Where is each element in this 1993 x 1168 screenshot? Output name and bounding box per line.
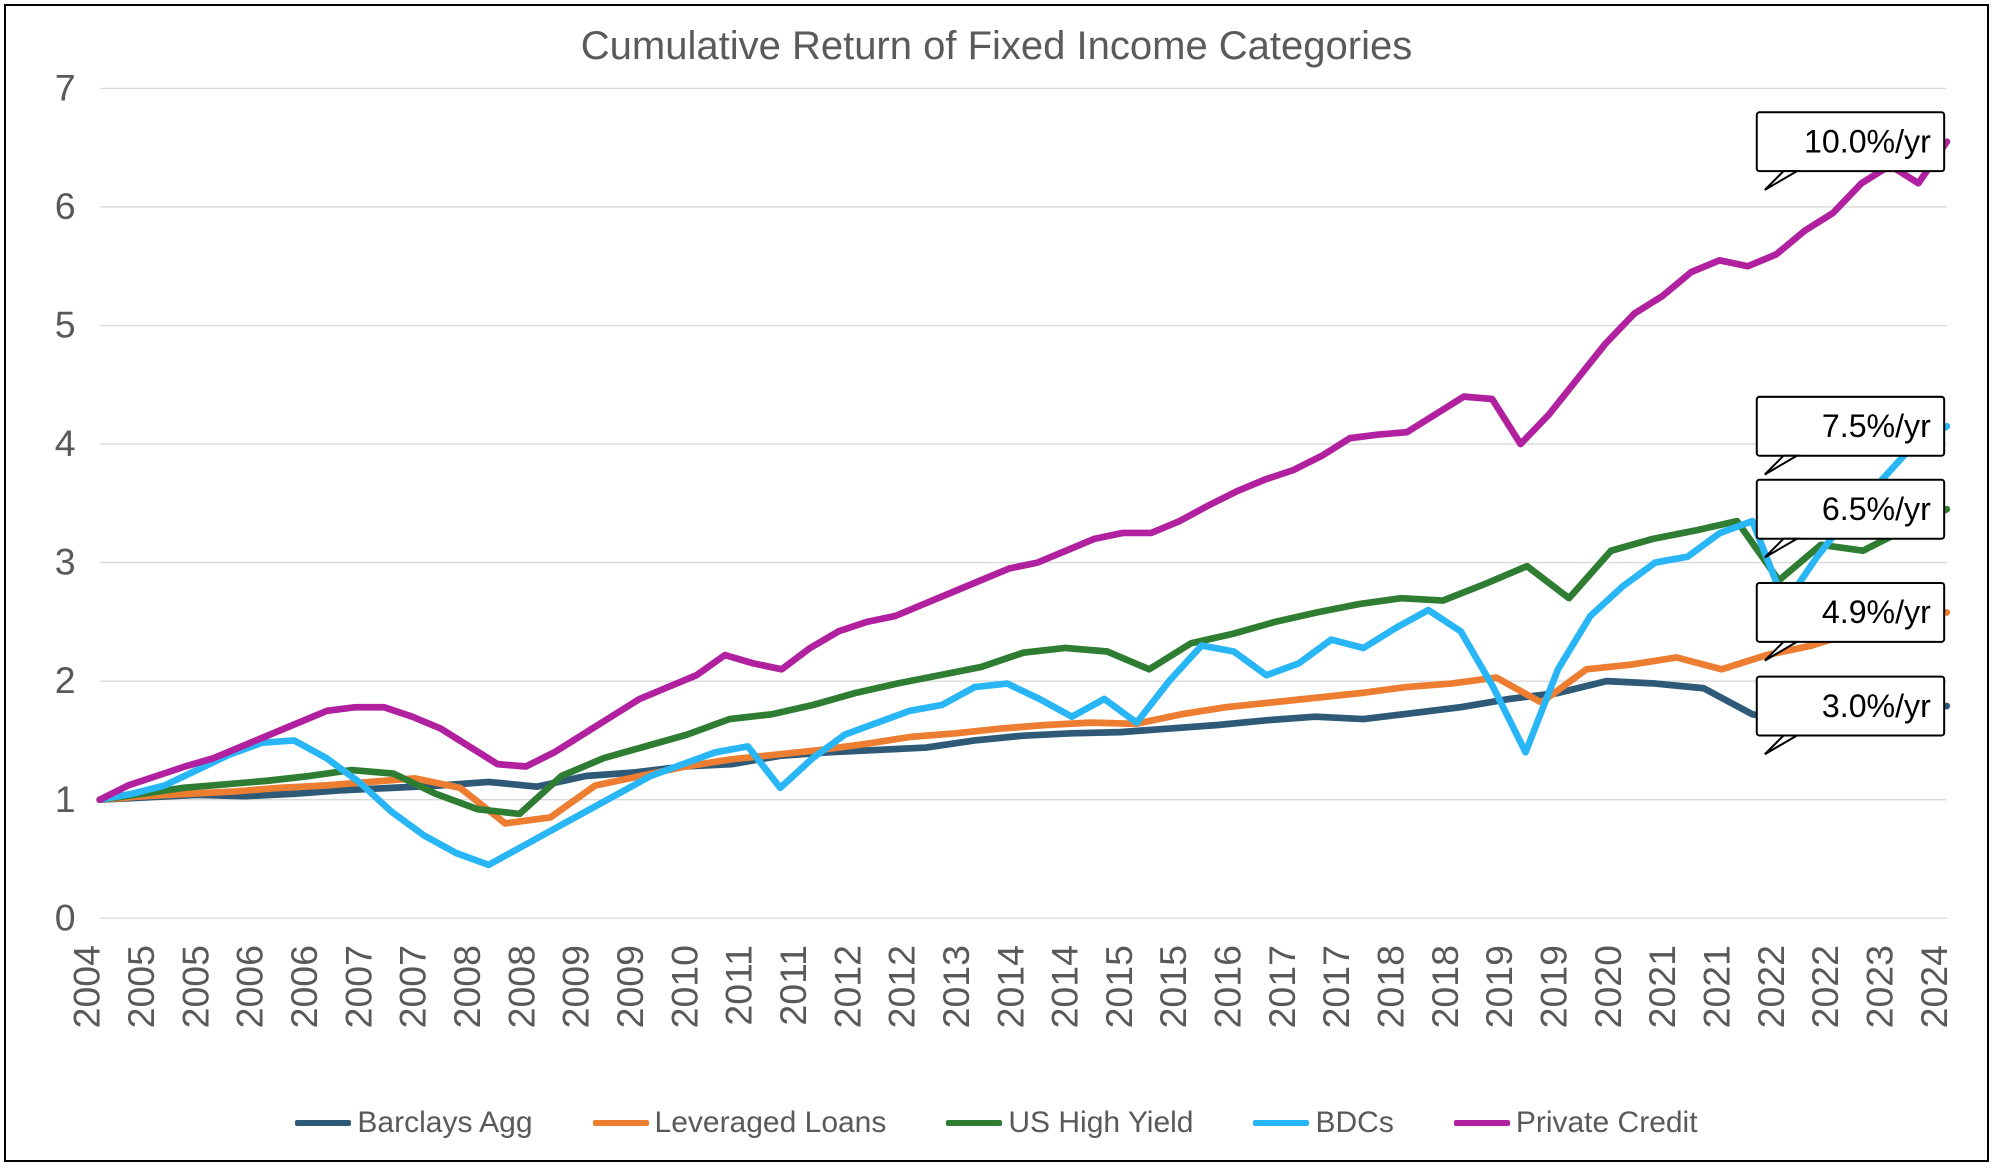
svg-text:2008: 2008: [446, 945, 488, 1028]
svg-text:10.0%/yr: 10.0%/yr: [1804, 123, 1931, 159]
legend-label: US High Yield: [1008, 1106, 1193, 1140]
svg-text:2018: 2018: [1424, 945, 1466, 1028]
svg-text:2022: 2022: [1750, 945, 1792, 1028]
callout: 4.9%/yr: [1757, 583, 1944, 661]
svg-text:3.0%/yr: 3.0%/yr: [1822, 688, 1931, 724]
legend-swatch: [593, 1120, 649, 1126]
legend-swatch: [946, 1120, 1002, 1126]
legend-label: Barclays Agg: [357, 1106, 532, 1140]
svg-text:6.5%/yr: 6.5%/yr: [1822, 491, 1931, 527]
svg-text:3: 3: [55, 541, 76, 583]
svg-text:2007: 2007: [392, 945, 434, 1028]
legend-item: BDCs: [1253, 1106, 1393, 1140]
legend-item: US High Yield: [946, 1106, 1193, 1140]
svg-text:2016: 2016: [1207, 945, 1249, 1028]
legend-label: BDCs: [1315, 1106, 1393, 1140]
svg-text:2009: 2009: [609, 945, 651, 1028]
svg-text:4: 4: [55, 422, 76, 464]
svg-text:2005: 2005: [120, 945, 162, 1028]
svg-text:1: 1: [55, 778, 76, 820]
svg-text:0: 0: [55, 896, 76, 938]
line-chart-svg: 0 1 2 3 4 5 6 7 2004 2005 2005 2006 2006 2007 2007 2008…: [6, 75, 1987, 1092]
svg-text:2009: 2009: [555, 945, 597, 1028]
svg-text:2010: 2010: [663, 945, 705, 1028]
svg-text:2023: 2023: [1859, 945, 1901, 1028]
svg-text:2024: 2024: [1913, 945, 1955, 1028]
svg-text:2021: 2021: [1696, 945, 1738, 1028]
svg-text:2: 2: [55, 659, 76, 701]
legend-swatch: [1454, 1120, 1510, 1126]
svg-text:2019: 2019: [1478, 945, 1520, 1028]
callout: 7.5%/yr: [1757, 397, 1944, 475]
callout: 3.0%/yr: [1757, 677, 1944, 755]
svg-text:2004: 2004: [66, 945, 108, 1028]
svg-text:2015: 2015: [1098, 945, 1140, 1028]
svg-text:2018: 2018: [1370, 945, 1412, 1028]
svg-text:2011: 2011: [772, 945, 814, 1026]
svg-text:2020: 2020: [1587, 945, 1629, 1028]
legend-label: Private Credit: [1516, 1106, 1698, 1140]
legend-swatch: [295, 1120, 351, 1126]
legend-item: Leveraged Loans: [593, 1106, 887, 1140]
svg-text:2012: 2012: [881, 945, 923, 1028]
svg-text:2014: 2014: [1044, 945, 1086, 1028]
svg-text:2006: 2006: [283, 945, 325, 1028]
legend-item: Barclays Agg: [295, 1106, 532, 1140]
svg-text:2013: 2013: [935, 945, 977, 1028]
svg-text:2014: 2014: [989, 945, 1031, 1028]
svg-text:2017: 2017: [1261, 945, 1303, 1028]
svg-text:2005: 2005: [174, 945, 216, 1028]
svg-text:2008: 2008: [500, 945, 542, 1028]
series-private-credit: [100, 142, 1947, 800]
svg-text:2011: 2011: [718, 945, 760, 1026]
svg-text:2012: 2012: [826, 945, 868, 1028]
svg-text:7.5%/yr: 7.5%/yr: [1822, 408, 1931, 444]
svg-text:2022: 2022: [1804, 945, 1846, 1028]
legend-label: Leveraged Loans: [655, 1106, 887, 1140]
svg-text:2017: 2017: [1315, 945, 1357, 1028]
plot-area: 0 1 2 3 4 5 6 7 2004 2005 2005 2006 2006 2007 2007 2008…: [6, 75, 1987, 1092]
svg-text:4.9%/yr: 4.9%/yr: [1822, 594, 1931, 630]
svg-text:7: 7: [55, 75, 76, 108]
svg-text:2007: 2007: [337, 945, 379, 1028]
legend-swatch: [1253, 1120, 1309, 1126]
svg-text:5: 5: [55, 304, 76, 346]
svg-text:2019: 2019: [1533, 945, 1575, 1028]
legend: Barclays Agg Leveraged Loans US High Yield…: [6, 1092, 1987, 1160]
chart-frame: Cumulative Return of Fixed Income Catego…: [4, 4, 1989, 1162]
svg-text:2006: 2006: [229, 945, 271, 1028]
chart-title: Cumulative Return of Fixed Income Catego…: [6, 6, 1987, 75]
svg-text:2021: 2021: [1641, 945, 1683, 1028]
legend-item: Private Credit: [1454, 1106, 1698, 1140]
svg-text:2015: 2015: [1152, 945, 1194, 1028]
svg-text:6: 6: [55, 185, 76, 227]
